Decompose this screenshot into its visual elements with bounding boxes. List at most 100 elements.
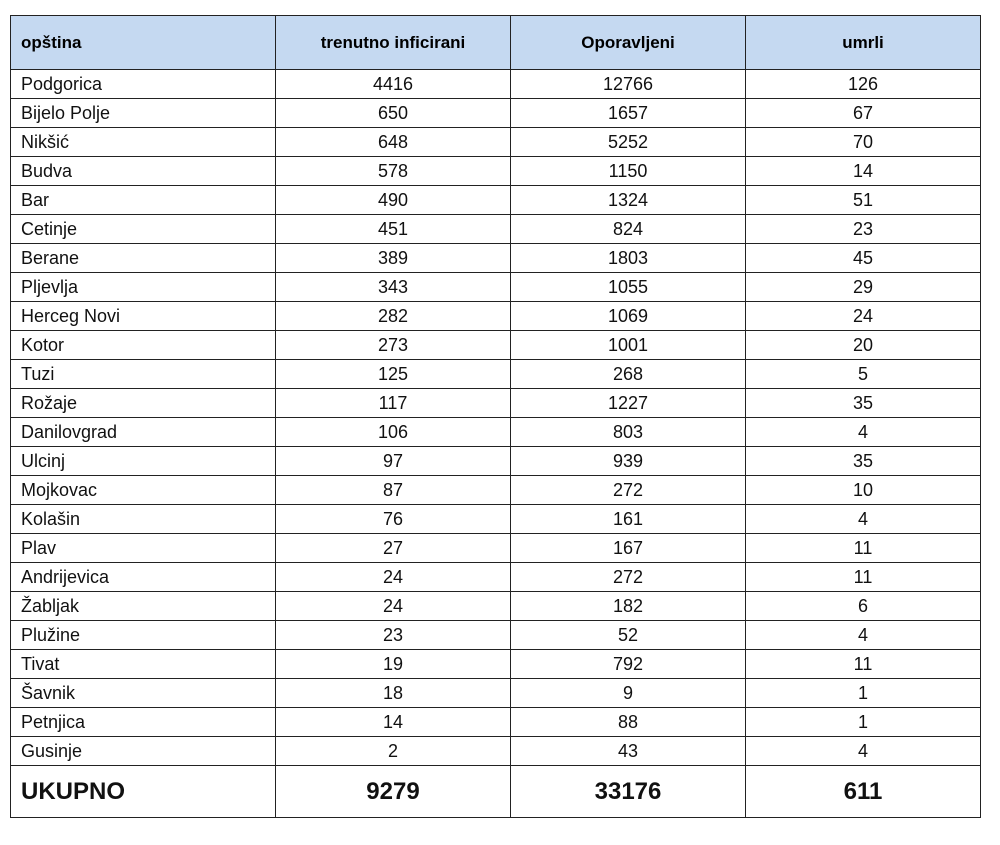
number-cell: 12766 <box>510 69 746 99</box>
municipality-cell: Bar <box>10 185 276 215</box>
table-row: Budva 578 1150 14 <box>10 156 981 186</box>
number-cell: 52 <box>510 620 746 650</box>
number-cell: 35 <box>745 446 981 476</box>
number-cell: 273 <box>275 330 511 360</box>
table-row: Cetinje 451 824 23 <box>10 214 981 244</box>
number-cell: 10 <box>745 475 981 505</box>
number-cell: 2 <box>275 736 511 766</box>
table-row: Andrijevica 24 272 11 <box>10 562 981 592</box>
number-cell: 6 <box>745 591 981 621</box>
number-cell: 167 <box>510 533 746 563</box>
municipality-cell: Pljevlja <box>10 272 276 302</box>
number-cell: 24 <box>275 591 511 621</box>
number-cell: 117 <box>275 388 511 418</box>
number-cell: 9 <box>510 678 746 708</box>
number-cell: 490 <box>275 185 511 215</box>
number-cell: 650 <box>275 98 511 128</box>
number-cell: 182 <box>510 591 746 621</box>
number-cell: 43 <box>510 736 746 766</box>
number-cell: 18 <box>275 678 511 708</box>
number-cell: 67 <box>745 98 981 128</box>
number-cell: 106 <box>275 417 511 447</box>
municipality-cell: Gusinje <box>10 736 276 766</box>
number-cell: 578 <box>275 156 511 186</box>
municipality-cell: Kolašin <box>10 504 276 534</box>
number-cell: 161 <box>510 504 746 534</box>
number-cell: 1 <box>745 678 981 708</box>
number-cell: 1055 <box>510 272 746 302</box>
number-cell: 389 <box>275 243 511 273</box>
table-row: Herceg Novi 282 1069 24 <box>10 301 981 331</box>
number-cell: 4 <box>745 736 981 766</box>
municipality-cell: Cetinje <box>10 214 276 244</box>
number-cell: 1324 <box>510 185 746 215</box>
number-cell: 803 <box>510 417 746 447</box>
municipality-cell: Nikšić <box>10 127 276 157</box>
table-row: Podgorica 4416 12766 126 <box>10 69 981 99</box>
table-row: Petnjica 14 88 1 <box>10 707 981 737</box>
municipality-cell: Tuzi <box>10 359 276 389</box>
number-cell: 20 <box>745 330 981 360</box>
number-cell: 14 <box>275 707 511 737</box>
number-cell: 268 <box>510 359 746 389</box>
number-cell: 272 <box>510 562 746 592</box>
municipality-cell: Danilovgrad <box>10 417 276 447</box>
number-cell: 1803 <box>510 243 746 273</box>
table-row: Nikšić 648 5252 70 <box>10 127 981 157</box>
number-cell: 1 <box>745 707 981 737</box>
column-header: opština <box>10 15 276 70</box>
number-cell: 5 <box>745 359 981 389</box>
number-cell: 70 <box>745 127 981 157</box>
total-cell: 9279 <box>275 765 511 818</box>
table-container: opština trenutno inficirani Oporavljeni umr… <box>10 15 981 818</box>
number-cell: 11 <box>745 562 981 592</box>
number-cell: 19 <box>275 649 511 679</box>
number-cell: 51 <box>745 185 981 215</box>
table-row: Kotor 273 1001 20 <box>10 330 981 360</box>
number-cell: 87 <box>275 475 511 505</box>
municipality-cell: Rožaje <box>10 388 276 418</box>
municipality-cell: Plav <box>10 533 276 563</box>
table-row: Berane 389 1803 45 <box>10 243 981 273</box>
number-cell: 88 <box>510 707 746 737</box>
number-cell: 1657 <box>510 98 746 128</box>
municipality-cell: Bijelo Polje <box>10 98 276 128</box>
number-cell: 35 <box>745 388 981 418</box>
number-cell: 272 <box>510 475 746 505</box>
table-row: Mojkovac 87 272 10 <box>10 475 981 505</box>
number-cell: 23 <box>275 620 511 650</box>
number-cell: 1001 <box>510 330 746 360</box>
number-cell: 29 <box>745 272 981 302</box>
number-cell: 5252 <box>510 127 746 157</box>
municipality-cell: Ulcinj <box>10 446 276 476</box>
number-cell: 24 <box>275 562 511 592</box>
data-table: opština trenutno inficirani Oporavljeni umr… <box>10 15 981 818</box>
number-cell: 14 <box>745 156 981 186</box>
municipality-cell: Mojkovac <box>10 475 276 505</box>
number-cell: 4 <box>745 620 981 650</box>
table-row: Danilovgrad 106 803 4 <box>10 417 981 447</box>
number-cell: 792 <box>510 649 746 679</box>
municipality-cell: Šavnik <box>10 678 276 708</box>
table-row: Tuzi 125 268 5 <box>10 359 981 389</box>
municipality-cell: Andrijevica <box>10 562 276 592</box>
municipality-cell: Petnjica <box>10 707 276 737</box>
number-cell: 939 <box>510 446 746 476</box>
number-cell: 27 <box>275 533 511 563</box>
total-cell: 611 <box>745 765 981 818</box>
number-cell: 343 <box>275 272 511 302</box>
number-cell: 451 <box>275 214 511 244</box>
column-header: umrli <box>745 15 981 70</box>
table-row: Plužine 23 52 4 <box>10 620 981 650</box>
table-row: Bijelo Polje 650 1657 67 <box>10 98 981 128</box>
table-row: Ulcinj 97 939 35 <box>10 446 981 476</box>
municipality-cell: Berane <box>10 243 276 273</box>
table-row: Pljevlja 343 1055 29 <box>10 272 981 302</box>
number-cell: 1227 <box>510 388 746 418</box>
number-cell: 282 <box>275 301 511 331</box>
table-row: Bar 490 1324 51 <box>10 185 981 215</box>
total-cell: UKUPNO <box>10 765 276 818</box>
total-row: UKUPNO 9279 33176 611 <box>10 765 981 818</box>
number-cell: 4 <box>745 504 981 534</box>
